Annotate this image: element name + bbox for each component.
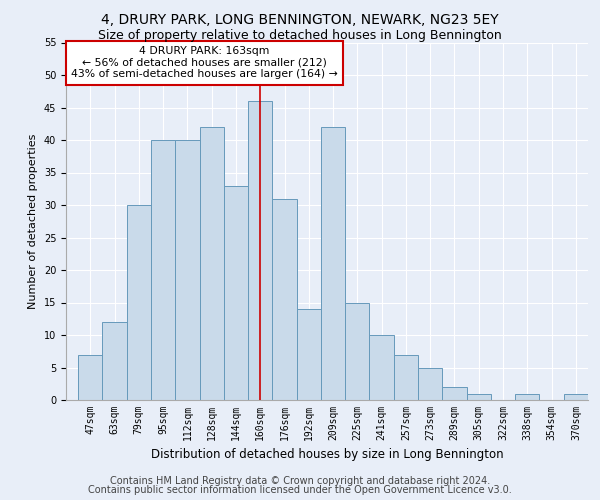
Bar bbox=[248, 101, 272, 400]
Bar bbox=[418, 368, 442, 400]
Text: Contains public sector information licensed under the Open Government Licence v3: Contains public sector information licen… bbox=[88, 485, 512, 495]
Bar bbox=[394, 354, 418, 400]
X-axis label: Distribution of detached houses by size in Long Bennington: Distribution of detached houses by size … bbox=[151, 448, 503, 462]
Bar bbox=[151, 140, 175, 400]
Bar bbox=[515, 394, 539, 400]
Bar bbox=[564, 394, 588, 400]
Text: Contains HM Land Registry data © Crown copyright and database right 2024.: Contains HM Land Registry data © Crown c… bbox=[110, 476, 490, 486]
Text: Size of property relative to detached houses in Long Bennington: Size of property relative to detached ho… bbox=[98, 28, 502, 42]
Text: 4, DRURY PARK, LONG BENNINGTON, NEWARK, NG23 5EY: 4, DRURY PARK, LONG BENNINGTON, NEWARK, … bbox=[101, 12, 499, 26]
Bar bbox=[296, 309, 321, 400]
Bar bbox=[103, 322, 127, 400]
Bar bbox=[467, 394, 491, 400]
Bar bbox=[370, 335, 394, 400]
Bar bbox=[175, 140, 200, 400]
Bar bbox=[200, 127, 224, 400]
Text: 4 DRURY PARK: 163sqm
← 56% of detached houses are smaller (212)
43% of semi-deta: 4 DRURY PARK: 163sqm ← 56% of detached h… bbox=[71, 46, 338, 80]
Y-axis label: Number of detached properties: Number of detached properties bbox=[28, 134, 38, 309]
Bar bbox=[78, 354, 103, 400]
Bar bbox=[321, 127, 345, 400]
Bar bbox=[127, 205, 151, 400]
Bar bbox=[272, 198, 296, 400]
Bar bbox=[224, 186, 248, 400]
Bar bbox=[442, 387, 467, 400]
Bar bbox=[345, 302, 370, 400]
